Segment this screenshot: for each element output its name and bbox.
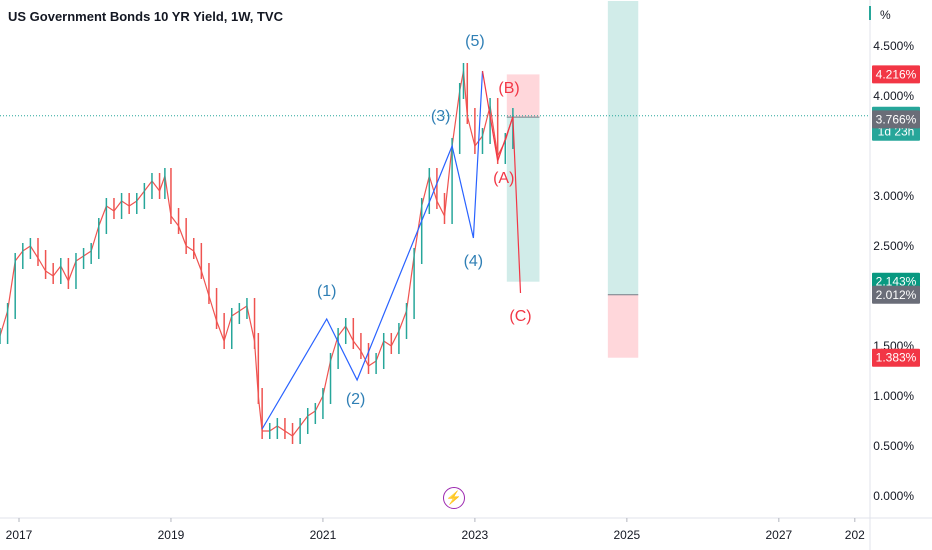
- x-tick-label: 2017: [6, 528, 33, 542]
- wave-label: (1): [317, 283, 337, 300]
- y-tick-label: 4.500%: [873, 39, 914, 53]
- x-tick-label: 2021: [310, 528, 337, 542]
- elliott-correction-wave: [481, 70, 522, 294]
- long-position-loss-zone: [607, 294, 639, 358]
- x-tick-label: 2027: [765, 528, 792, 542]
- y-tick-label: 3.000%: [873, 189, 914, 203]
- flash-icon[interactable]: ⚡: [443, 487, 465, 509]
- price-tag-label: 2.143%: [876, 275, 917, 289]
- price-series-line: [0, 70, 514, 437]
- x-tick-label: 2025: [614, 528, 641, 542]
- wave-label: (C): [509, 308, 531, 325]
- wave-label: (3): [431, 108, 451, 125]
- wave-label: (5): [465, 33, 485, 50]
- scale-handle[interactable]: [869, 6, 871, 20]
- price-tag-label: 2.012%: [876, 288, 917, 302]
- y-tick-label: 1.000%: [873, 389, 914, 403]
- price-tag: [872, 110, 920, 129]
- x-tick-label: 2023: [462, 528, 489, 542]
- short-position-profit-zone: [506, 117, 540, 282]
- wave-label: (2): [346, 391, 366, 408]
- x-tick-label: 202: [845, 528, 865, 542]
- x-tick-label: 2019: [158, 528, 185, 542]
- price-tag: [872, 65, 920, 84]
- price-tag-label: 3.766%: [876, 112, 917, 126]
- y-tick-label: 0.000%: [873, 489, 914, 503]
- wave-label: (4): [464, 253, 484, 270]
- axis-unit-label: %: [880, 8, 891, 22]
- chart-title: US Government Bonds 10 YR Yield, 1W, TVC: [8, 9, 283, 24]
- y-tick-label: 4.000%: [873, 89, 914, 103]
- long-position-profit-zone: [607, 1, 639, 295]
- price-tag: [872, 285, 920, 304]
- price-tag-label: 1.383%: [876, 351, 917, 365]
- elliott-impulse-wave: [261, 70, 484, 430]
- price-tag: [872, 348, 920, 367]
- y-tick-label: 2.500%: [873, 239, 914, 253]
- wave-label: (A): [493, 170, 514, 187]
- y-tick-label: 0.500%: [873, 439, 914, 453]
- price-tag-label: 4.216%: [876, 67, 917, 81]
- wave-label: (B): [498, 80, 519, 97]
